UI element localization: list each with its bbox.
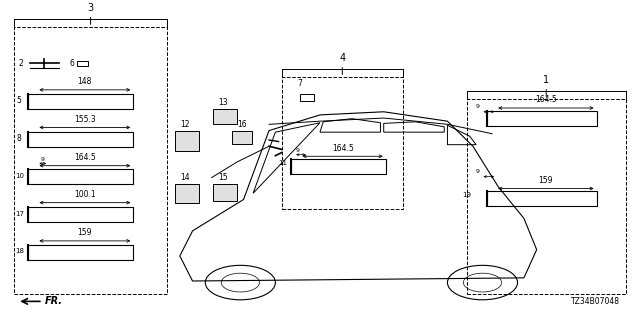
- Bar: [28, 132, 133, 147]
- Text: FR.: FR.: [45, 296, 63, 306]
- Text: 15: 15: [218, 173, 228, 182]
- Text: 9: 9: [476, 170, 480, 174]
- Text: 12: 12: [180, 120, 189, 129]
- Text: 3: 3: [88, 3, 93, 13]
- Bar: [28, 245, 133, 260]
- Text: 159: 159: [77, 228, 92, 237]
- Bar: [28, 94, 133, 109]
- Bar: [28, 170, 133, 185]
- Text: 9: 9: [476, 104, 480, 109]
- Text: TZ34B07048: TZ34B07048: [570, 297, 620, 306]
- Text: 17: 17: [15, 211, 24, 217]
- Bar: [487, 111, 596, 126]
- Bar: [213, 109, 237, 124]
- Text: 14: 14: [180, 173, 189, 182]
- Text: 4: 4: [339, 53, 346, 63]
- Bar: [282, 77, 403, 209]
- Bar: [175, 131, 199, 151]
- Bar: [28, 207, 133, 222]
- Bar: [14, 27, 167, 293]
- Text: 8: 8: [17, 134, 22, 143]
- Text: 164.5: 164.5: [535, 95, 557, 104]
- Text: 19: 19: [463, 192, 472, 198]
- Text: 1: 1: [543, 75, 549, 85]
- Text: 155.3: 155.3: [74, 115, 96, 124]
- Text: 2: 2: [18, 59, 23, 68]
- Text: 9: 9: [41, 157, 45, 162]
- Bar: [213, 184, 237, 201]
- Text: 7: 7: [297, 79, 302, 88]
- Text: 11: 11: [278, 160, 287, 165]
- Text: 6: 6: [70, 59, 75, 68]
- Text: 18: 18: [15, 248, 24, 254]
- Text: 148: 148: [77, 77, 92, 86]
- Bar: [175, 184, 199, 203]
- Text: 16: 16: [237, 120, 247, 129]
- Bar: [232, 131, 252, 144]
- Bar: [291, 159, 386, 174]
- Bar: [467, 99, 626, 293]
- Text: 164.5: 164.5: [332, 143, 353, 153]
- Text: 5: 5: [17, 96, 22, 105]
- Text: 159: 159: [539, 176, 553, 185]
- Text: 100.1: 100.1: [74, 190, 95, 199]
- Text: 13: 13: [218, 98, 228, 107]
- Text: 10: 10: [15, 173, 24, 179]
- Text: 9: 9: [296, 148, 300, 153]
- Bar: [300, 94, 314, 101]
- Bar: [77, 61, 88, 66]
- Bar: [487, 191, 596, 206]
- Text: 164.5: 164.5: [74, 153, 96, 162]
